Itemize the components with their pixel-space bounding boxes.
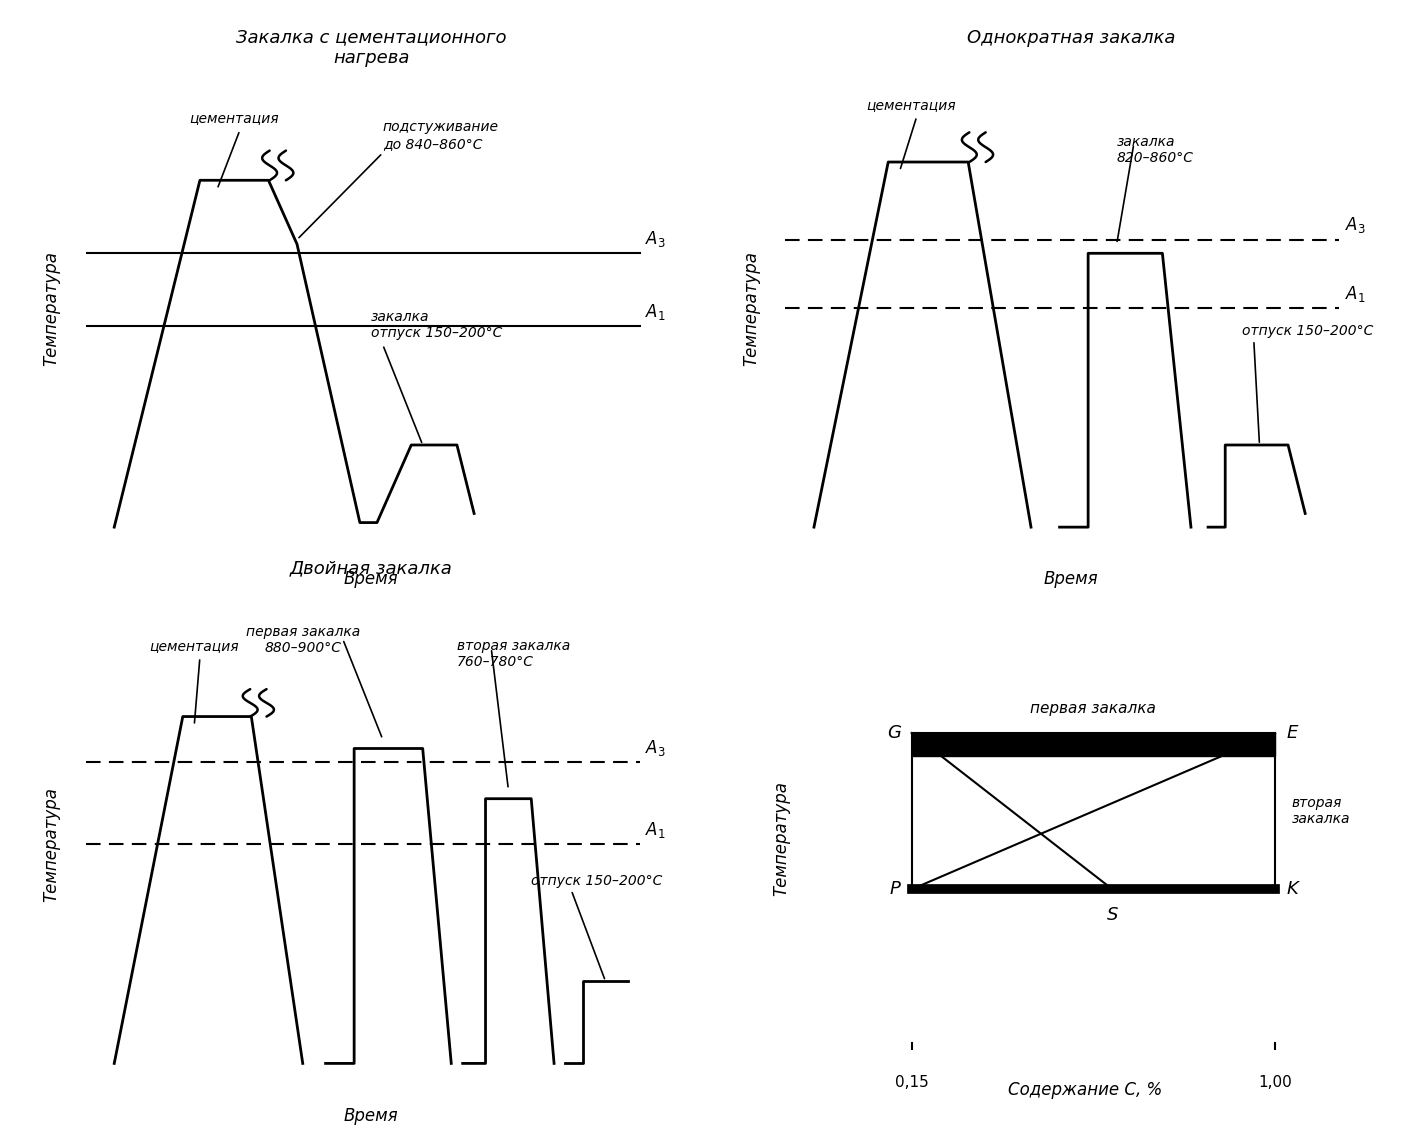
Text: Закалка с цементационного
нагрева: Закалка с цементационного нагрева	[236, 29, 507, 67]
Text: цементация: цементация	[867, 98, 955, 112]
Text: вторая
закалка: вторая закалка	[1291, 796, 1349, 826]
Text: Время: Время	[1044, 570, 1098, 589]
Text: закалка
820–860°C: закалка 820–860°C	[1117, 135, 1194, 164]
Text: Содержание C, %: Содержание C, %	[1008, 1082, 1162, 1100]
Text: K: K	[1287, 881, 1298, 898]
Text: Температура: Температура	[773, 782, 791, 896]
Text: Время: Время	[344, 570, 398, 589]
Text: цементация: цементация	[190, 112, 278, 126]
Text: цементация: цементация	[150, 639, 238, 653]
Text: вторая закалка
760–780°C: вторая закалка 760–780°C	[457, 639, 570, 669]
Bar	[911, 733, 1275, 756]
Text: $A_1$: $A_1$	[645, 301, 665, 322]
Text: Температура: Температура	[43, 251, 60, 365]
Text: Время: Время	[344, 1107, 398, 1125]
Text: первая закалка: первая закалка	[1031, 702, 1157, 717]
Text: $A_3$: $A_3$	[645, 228, 667, 249]
Text: подстуживание
до 840–860°C: подстуживание до 840–860°C	[383, 121, 498, 151]
Text: E: E	[1287, 725, 1298, 742]
Text: Двойная закалка: Двойная закалка	[290, 559, 453, 577]
Text: первая закалка
880–900°C: первая закалка 880–900°C	[246, 625, 360, 655]
Text: 1,00: 1,00	[1258, 1075, 1292, 1090]
Text: $A_1$: $A_1$	[645, 819, 665, 840]
Text: Температура: Температура	[43, 787, 60, 901]
Text: P: P	[890, 881, 901, 898]
Text: G: G	[887, 725, 901, 742]
Text: Температура: Температура	[743, 251, 760, 365]
Text: закалка
отпуск 150–200°C: закалка отпуск 150–200°C	[371, 310, 503, 340]
Text: $A_1$: $A_1$	[1345, 283, 1365, 304]
Text: 0,15: 0,15	[895, 1075, 928, 1090]
Text: отпуск 150–200°C: отпуск 150–200°C	[1242, 324, 1374, 338]
Text: Однократная закалка: Однократная закалка	[967, 29, 1175, 47]
Text: $A_3$: $A_3$	[1345, 215, 1367, 235]
Text: отпуск 150–200°C: отпуск 150–200°C	[531, 874, 663, 888]
Text: S: S	[1107, 906, 1118, 924]
Text: $A_3$: $A_3$	[645, 737, 667, 758]
